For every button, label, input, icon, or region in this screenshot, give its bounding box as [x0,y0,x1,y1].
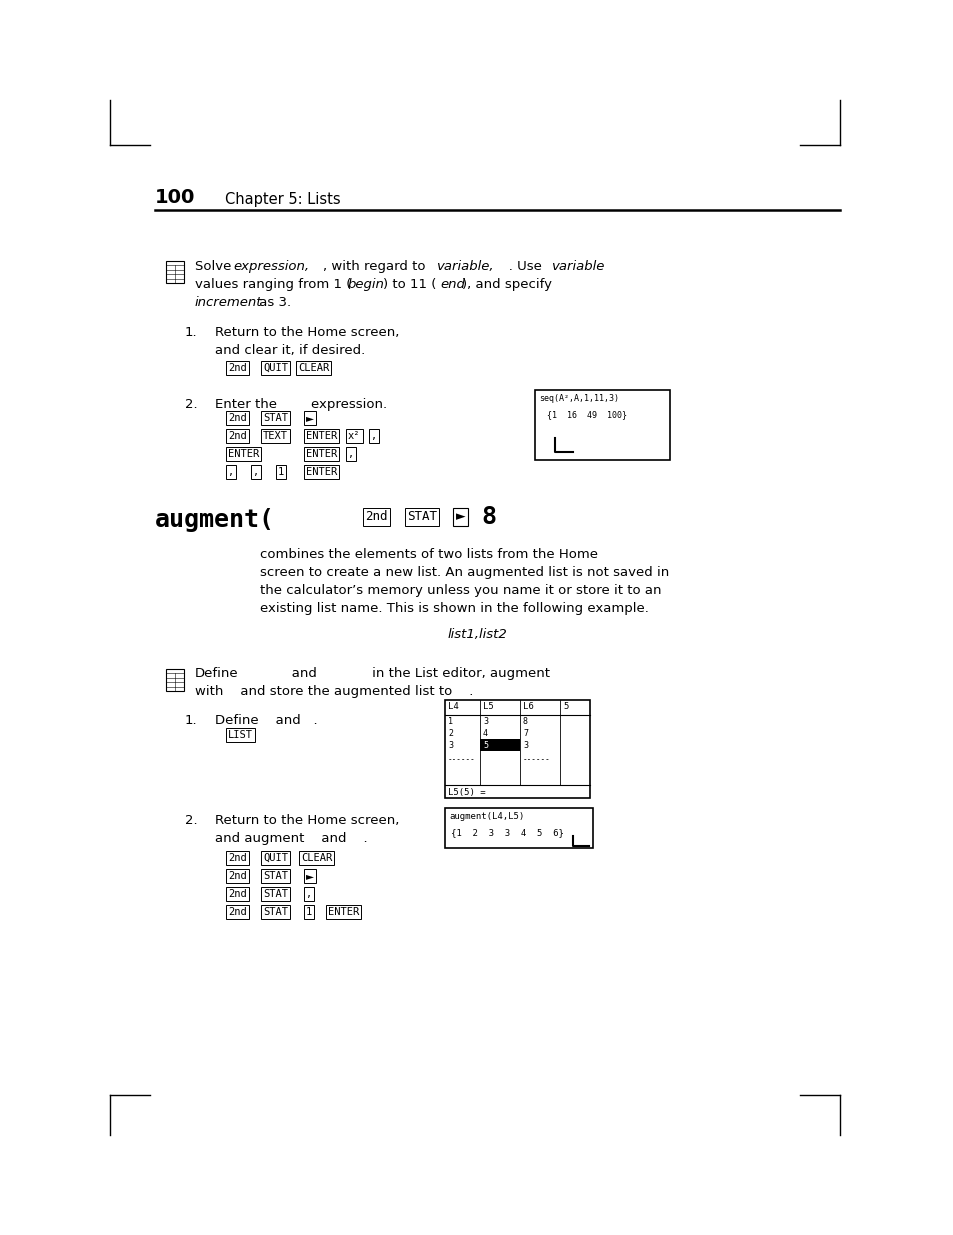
Text: combines the elements of two lists from the Home: combines the elements of two lists from … [260,548,598,561]
Text: TEXT: TEXT [263,431,288,441]
Text: ,: , [371,431,376,441]
Text: and clear it, if desired.: and clear it, if desired. [214,345,365,357]
FancyBboxPatch shape [166,261,184,283]
Text: 2nd: 2nd [228,431,247,441]
Text: ), and specify: ), and specify [461,278,552,291]
Text: Return to the Home screen,: Return to the Home screen, [214,814,399,827]
Text: 8: 8 [480,505,496,529]
Text: increment: increment [194,296,262,309]
Text: L6: L6 [522,701,533,711]
Text: variable: variable [551,261,604,273]
Text: ,: , [228,467,234,477]
Text: 7: 7 [522,729,527,739]
Text: 2nd: 2nd [228,412,247,424]
Text: Chapter 5: Lists: Chapter 5: Lists [225,191,340,207]
Text: Define: Define [194,667,238,680]
Text: the calculator’s memory unless you name it or store it to an: the calculator’s memory unless you name … [260,584,660,597]
Text: ,: , [348,450,354,459]
Text: and augment    and    .: and augment and . [214,832,367,845]
Text: 100: 100 [154,188,195,207]
Text: 8: 8 [522,718,527,726]
Text: list1,list2: list1,list2 [447,629,506,641]
Text: values ranging from 1 (: values ranging from 1 ( [194,278,351,291]
Text: 2nd: 2nd [228,853,247,863]
Text: ►: ► [456,510,465,524]
Text: 2.: 2. [185,814,197,827]
Text: begin: begin [348,278,384,291]
Text: {1  2  3  3  4  5  6}: {1 2 3 3 4 5 6} [451,827,563,837]
Text: 2nd: 2nd [365,510,387,524]
Text: 2.: 2. [185,398,197,411]
Text: {1  16  49  100}: {1 16 49 100} [546,410,626,419]
Text: QUIT: QUIT [263,363,288,373]
FancyBboxPatch shape [535,390,669,459]
FancyBboxPatch shape [166,669,184,692]
FancyBboxPatch shape [444,700,589,798]
Text: ------: ------ [522,755,550,764]
Text: L4: L4 [448,701,458,711]
Text: as 3.: as 3. [254,296,291,309]
Text: STAT: STAT [407,510,436,524]
Text: L5: L5 [482,701,494,711]
Text: Solve: Solve [194,261,235,273]
Text: augment(L4,L5): augment(L4,L5) [449,811,524,821]
Text: expression,: expression, [233,261,309,273]
Text: with    and store the augmented list to    .: with and store the augmented list to . [194,685,473,698]
Text: existing list name. This is shown in the following example.: existing list name. This is shown in the… [260,601,648,615]
Text: 2: 2 [448,729,453,739]
Text: STAT: STAT [263,412,288,424]
Text: L5(5) =: L5(5) = [448,788,485,797]
Text: STAT: STAT [263,871,288,881]
FancyBboxPatch shape [444,808,593,848]
Text: ENTER: ENTER [306,431,337,441]
Text: 5: 5 [482,741,488,750]
Text: CLEAR: CLEAR [301,853,332,863]
Text: end: end [439,278,464,291]
Text: 3: 3 [522,741,527,750]
Text: LIST: LIST [228,730,253,740]
Text: ,: , [306,889,312,899]
Text: screen to create a new list. An augmented list is not saved in: screen to create a new list. An augmente… [260,566,669,579]
Text: x²: x² [348,431,360,441]
Text: ►: ► [306,412,314,424]
Text: 5: 5 [562,701,568,711]
Text: Return to the Home screen,: Return to the Home screen, [214,326,399,338]
Text: STAT: STAT [263,906,288,918]
Text: , with regard to: , with regard to [306,261,429,273]
Text: seq(A²,A,1,11,3): seq(A²,A,1,11,3) [538,394,618,403]
Text: ENTER: ENTER [228,450,259,459]
Text: ,: , [253,467,259,477]
FancyBboxPatch shape [479,739,519,751]
Text: ------: ------ [448,755,476,764]
Text: ENTER: ENTER [306,467,337,477]
Text: 2nd: 2nd [228,906,247,918]
Text: 3: 3 [482,718,488,726]
Text: augment(: augment( [154,508,274,532]
Text: 3: 3 [448,741,453,750]
Text: 1: 1 [306,906,312,918]
Text: ENTER: ENTER [306,450,337,459]
Text: Enter the        expression.: Enter the expression. [214,398,387,411]
Text: 1: 1 [448,718,453,726]
Text: 4: 4 [482,729,488,739]
Text: ) to 11 (: ) to 11 ( [382,278,436,291]
Text: and             in the List editor, augment: and in the List editor, augment [245,667,550,680]
Text: 1.: 1. [185,714,197,727]
Text: 1.: 1. [185,326,197,338]
Text: 2nd: 2nd [228,871,247,881]
Text: variable,: variable, [436,261,493,273]
Text: 2nd: 2nd [228,363,247,373]
Text: . Use: . Use [496,261,545,273]
Text: CLEAR: CLEAR [297,363,329,373]
Text: 2nd: 2nd [228,889,247,899]
Text: QUIT: QUIT [263,853,288,863]
Text: ►: ► [306,871,314,881]
Text: ENTER: ENTER [328,906,359,918]
Text: STAT: STAT [263,889,288,899]
Text: 1: 1 [277,467,284,477]
Text: Define    and   .: Define and . [214,714,317,727]
